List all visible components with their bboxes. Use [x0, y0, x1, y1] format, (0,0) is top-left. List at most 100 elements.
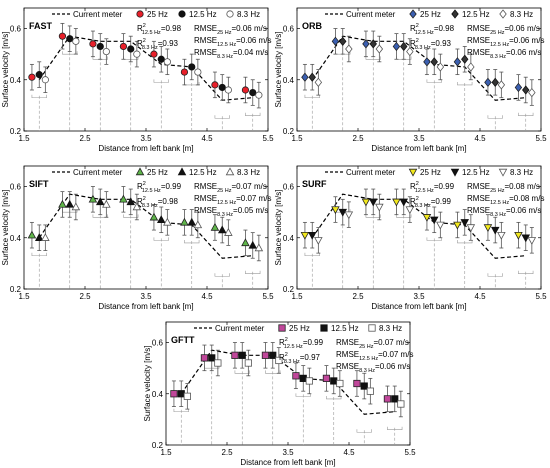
x-tick-label: 5.5: [535, 292, 547, 301]
legend-25-label: 25 Hz: [289, 324, 310, 333]
legend-25-marker: [135, 167, 145, 176]
legend-25-label: 25 Hz: [147, 10, 168, 19]
bracket: [387, 426, 403, 430]
chart-panel-surf: 1.5 2.5 3.5 4.5 5.5 0.2 0.4 0.6 Distance from le…: [274, 165, 547, 311]
data-point-83hz: [224, 227, 233, 236]
rmse-83-value: =0.06 m/s: [375, 362, 410, 371]
bracket: [234, 370, 250, 374]
data-point-25hz: [423, 57, 431, 67]
x-tick-label: 5.5: [262, 292, 274, 301]
legend-83-marker: [226, 10, 234, 18]
data-point-125hz: [156, 215, 166, 224]
data-point-83hz: [366, 387, 374, 395]
data-point-83hz: [102, 199, 111, 208]
data-point-125hz: [218, 83, 226, 92]
data-point-25hz: [362, 39, 370, 49]
rmse-125-letter: RMSE: [467, 194, 490, 203]
legend-125-label: 12.5 Hz: [331, 324, 359, 333]
y-axis-label: Surface velocity [m/s]: [1, 31, 10, 107]
rmse-83-value: =0.05 m/s: [233, 206, 268, 215]
data-point-125hz: [461, 54, 469, 64]
data-point-83hz: [497, 80, 506, 90]
rmse-125-letter: RMSE: [194, 194, 217, 203]
legend-83-marker: [368, 324, 376, 332]
data-point-83hz: [375, 44, 384, 54]
data-point-25hz: [89, 40, 97, 48]
data-point-25hz: [27, 230, 37, 239]
data-point-83hz: [41, 233, 50, 241]
method-title: ORB: [302, 21, 323, 31]
data-point-25hz: [150, 50, 158, 58]
r2-125-sup: 2: [416, 181, 419, 187]
legend-83-label: 8.3 Hz: [237, 10, 260, 19]
x-tick-label: 2.5: [79, 292, 91, 301]
data-point-125hz: [460, 219, 470, 228]
data-point-25hz: [211, 81, 219, 89]
x-tick-label: 4.5: [343, 448, 355, 457]
legend-25-marker: [409, 9, 417, 19]
rmse-25-letter: RMSE: [467, 182, 490, 191]
rmse-125: RMSE12.5 Hz=0.07 m/s: [336, 350, 413, 362]
r2-83-sup: 2: [143, 196, 146, 202]
r2-125: R2 12.5 Hz=0.98: [410, 23, 455, 36]
r2-83-letter: R: [137, 39, 143, 48]
legend-83-marker: [498, 168, 508, 177]
data-point-83hz: [133, 50, 141, 58]
r2-83-sub: 8.3 Hz: [415, 203, 431, 209]
rmse-83-letter: RMSE: [194, 48, 217, 57]
bracket: [396, 214, 412, 218]
x-tick-label: 1.5: [291, 292, 303, 301]
r2-83-letter: R: [410, 197, 416, 206]
y-tick-label: 0.6: [283, 25, 295, 34]
r2-83-sup: 2: [416, 196, 419, 202]
x-tick-label: 5.5: [262, 134, 274, 143]
r2-125-value: =0.98: [434, 24, 455, 33]
rmse-83-value: =0.06 m/s: [506, 48, 541, 57]
data-point-125hz: [187, 217, 197, 226]
rmse-25-sub: 25 Hz: [490, 188, 505, 194]
legend-125-label: 12.5 Hz: [462, 168, 490, 177]
y-axis-label: Surface velocity [m/s]: [1, 189, 10, 265]
data-point-125hz: [249, 88, 257, 97]
data-point-125hz: [299, 374, 307, 382]
legend-current-label: Current meter: [73, 168, 123, 177]
data-point-83hz: [41, 76, 49, 84]
x-tick-label: 3.5: [140, 134, 152, 143]
rmse-83-letter: RMSE: [467, 206, 490, 215]
data-point-125hz: [429, 216, 439, 225]
r2-125-value: =0.98: [161, 24, 182, 33]
data-point-83hz: [193, 220, 203, 229]
data-point-125hz: [66, 35, 74, 43]
y-axis-label: Surface velocity [m/s]: [274, 31, 283, 107]
r2-125-sup: 2: [143, 181, 146, 187]
data-point-83hz: [314, 237, 323, 245]
bracket: [153, 237, 169, 241]
x-tick-label: 3.5: [140, 292, 152, 301]
data-point-125hz: [308, 72, 316, 82]
x-tick-label: 3.5: [413, 292, 425, 301]
data-point-125hz: [369, 39, 377, 49]
data-point-125hz: [360, 382, 368, 390]
r2-83-value: =0.97: [300, 353, 321, 362]
legend-83-marker: [499, 9, 507, 19]
data-point-25hz: [300, 231, 310, 240]
x-axis-label: Distance from left bank [m]: [98, 144, 193, 153]
data-point-83hz: [194, 68, 202, 76]
r2-125-letter: R: [410, 24, 416, 33]
data-point-83hz: [314, 77, 323, 87]
rmse-25-sub: 25 Hz: [217, 188, 232, 194]
rmse-125-sub: 12.5 Hz: [490, 200, 509, 206]
bracket: [214, 115, 230, 119]
data-point-83hz: [466, 224, 476, 233]
data-point-25hz: [28, 73, 36, 81]
r2-83-sup: 2: [143, 38, 146, 44]
current-meter-line: [311, 193, 526, 259]
data-point-125hz: [248, 240, 258, 249]
bracket: [457, 239, 473, 244]
x-axis-label: Distance from left bank [m]: [371, 144, 466, 153]
data-point-25hz: [301, 72, 309, 82]
current-meter-line: [38, 193, 253, 259]
data-point-83hz: [336, 379, 344, 388]
data-point-83hz: [163, 58, 171, 66]
data-point-125hz: [126, 197, 136, 206]
